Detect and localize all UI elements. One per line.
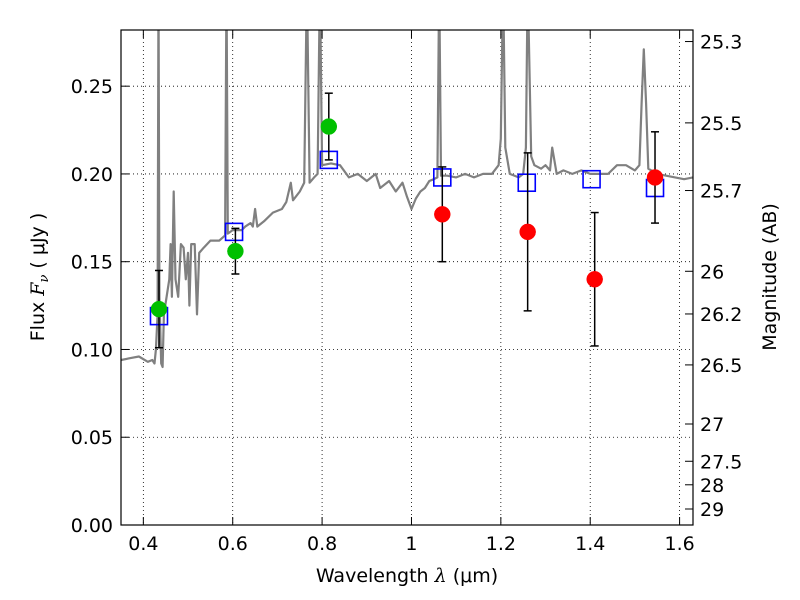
spectrum-line (121, 30, 693, 369)
y-axis-title: Flux Fν ( μJy ) (27, 213, 52, 342)
y2-tick-label: 27 (700, 414, 724, 436)
x-tick-label: 0.4 (128, 533, 158, 555)
y-tick-label: 0.15 (71, 252, 113, 274)
y2-tick-label: 27.5 (700, 451, 742, 473)
observed-point (519, 223, 536, 241)
observed-point (227, 242, 244, 260)
observed-point (646, 169, 664, 186)
y2-tick-label: 26.5 (700, 355, 742, 377)
model-spectrum (121, 30, 693, 369)
observed-point (434, 206, 451, 223)
y-tick-label: 0.00 (71, 515, 113, 537)
observed-point (150, 300, 168, 318)
observed-point (586, 271, 603, 288)
y-tick-label: 0.20 (71, 164, 113, 186)
y2-tick-label: 25.3 (700, 32, 742, 54)
x-tick-label: 1.6 (664, 533, 694, 555)
y2-tick-label: 29 (700, 499, 724, 521)
x-axis-title: Wavelength λ (μm) (316, 565, 498, 587)
y-tick-label: 0.25 (71, 76, 113, 98)
model-square-marker (517, 173, 537, 193)
x-tick-label: 1.2 (486, 533, 516, 555)
observed-point (320, 118, 338, 135)
model-square-marker (224, 222, 244, 242)
error-bars (154, 92, 660, 349)
y-tick-label: 0.10 (71, 339, 113, 361)
observed-points (150, 118, 664, 318)
grid-lines (121, 30, 693, 526)
y2-tick-label: 25.5 (700, 113, 742, 135)
x-tick-label: 1.4 (575, 533, 605, 555)
y2-tick-label: 26.2 (700, 304, 742, 326)
y2-tick-label: 25.7 (700, 181, 742, 203)
y2-tick-label: 26 (700, 261, 724, 283)
x-tick-label: 1 (405, 533, 417, 555)
axis-ticks: 0.4 0.6 0.8 1 1.2 1.4 1.6 0.00 0.05 0.10 0.15 0.20 0… (71, 30, 742, 555)
plot-frame (120, 29, 694, 526)
x-tick-label: 0.8 (307, 533, 337, 555)
y-tick-label: 0.05 (71, 427, 113, 449)
y2-tick-label: 28 (700, 475, 724, 497)
model-square-marker (582, 169, 601, 189)
y2-axis-title: Magnitude (AB) (759, 203, 781, 351)
x-tick-label: 0.6 (218, 533, 248, 555)
